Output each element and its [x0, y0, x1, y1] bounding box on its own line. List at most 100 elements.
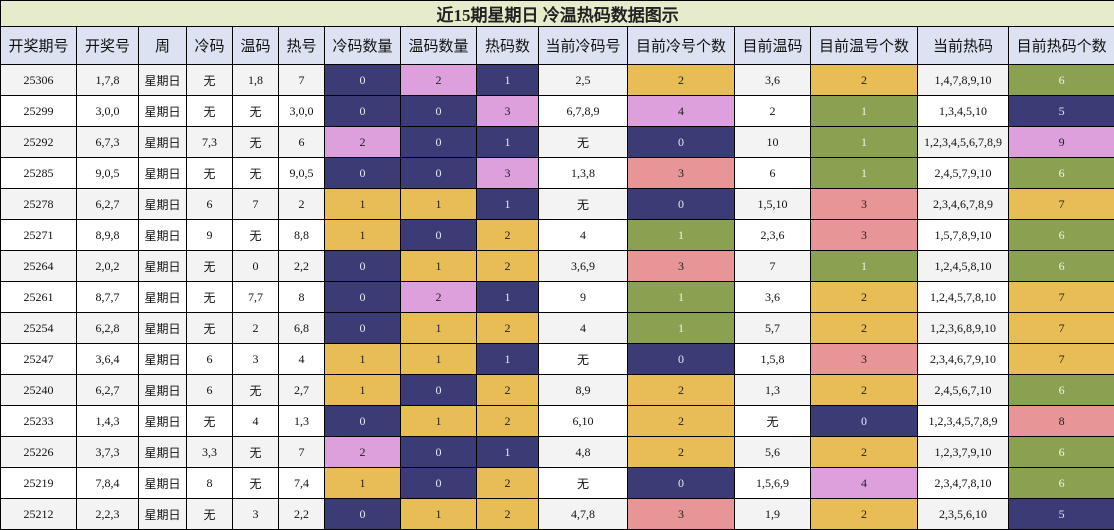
cell-cold-code: 9	[186, 219, 233, 251]
cell-current-warm-count: 1	[810, 95, 918, 127]
cell-current-cold: 无	[538, 188, 628, 220]
cell-current-cold: 无	[538, 126, 628, 158]
cell-weekday: 星期日	[138, 219, 187, 251]
header-current-warm: 目前温码	[734, 26, 811, 65]
cell-cold-count: 0	[324, 498, 401, 530]
cell-hot-code: 6	[278, 126, 325, 158]
cell-warm-count: 0	[400, 467, 477, 499]
cell-warm-count: 2	[400, 64, 477, 96]
cell-current-hot: 1,2,3,7,9,10	[917, 436, 1009, 468]
cell-current-hot: 1,2,3,6,8,9,10	[917, 312, 1009, 344]
cell-hot-code: 7,4	[278, 467, 325, 499]
cell-warm-count: 1	[400, 343, 477, 375]
cell-current-warm: 2,3,6	[734, 219, 811, 251]
cell-cold-count: 1	[324, 467, 401, 499]
cell-current-warm-count: 2	[810, 498, 918, 530]
cell-cold-count: 0	[324, 312, 401, 344]
header-current-cold-count: 目前冷号个数	[627, 26, 735, 65]
cell-current-warm: 1,5,8	[734, 343, 811, 375]
cell-hot-count: 1	[476, 126, 539, 158]
header-draw-number: 开奖号	[76, 26, 139, 65]
cell-current-hot-count: 6	[1007, 374, 1114, 406]
cell-issue: 25233	[0, 405, 77, 437]
cell-warm-code: 无	[232, 95, 279, 127]
cell-hot-count: 3	[476, 95, 539, 127]
cell-current-cold-count: 1	[627, 281, 735, 313]
cell-current-cold: 6,7,8,9	[538, 95, 628, 127]
cell-current-cold: 无	[538, 467, 628, 499]
cell-hot-code: 1,3	[278, 405, 325, 437]
cell-warm-count: 1	[400, 250, 477, 282]
table-row: 25233 1,4,3 星期日无 4 1,3 0 1 2 6,10 2 无 0 1,2,3,4,5,7,…	[0, 405, 1114, 437]
cell-issue: 25264	[0, 250, 77, 282]
cell-current-hot: 1,2,4,5,8,10	[917, 250, 1009, 282]
cell-issue: 25247	[0, 343, 77, 375]
cell-draw-number: 2,0,2	[76, 250, 139, 282]
cell-current-warm: 10	[734, 126, 811, 158]
cell-warm-code: 3	[232, 498, 279, 530]
cell-current-hot: 2,3,5,6,10	[917, 498, 1009, 530]
cell-hot-count: 1	[476, 343, 539, 375]
cell-weekday: 星期日	[138, 188, 187, 220]
cell-weekday: 星期日	[138, 250, 187, 282]
cell-current-warm-count: 1	[810, 250, 918, 282]
cell-hot-count: 2	[476, 312, 539, 344]
cell-warm-code: 0	[232, 250, 279, 282]
cell-current-warm: 1,3	[734, 374, 811, 406]
cell-current-cold-count: 0	[627, 343, 735, 375]
cell-current-hot: 1,2,4,5,7,8,10	[917, 281, 1009, 313]
cell-current-cold-count: 3	[627, 498, 735, 530]
cell-draw-number: 1,4,3	[76, 405, 139, 437]
table-row: 25212 2,2,3 星期日无 3 2,2 0 1 2 4,7,8 3 1,9 2 2,3,5,6,1…	[0, 498, 1114, 530]
cell-current-warm-count: 1	[810, 157, 918, 189]
header-current-warm-count: 目前温号个数	[810, 26, 918, 65]
cell-hot-count: 1	[476, 188, 539, 220]
cell-warm-code: 2	[232, 312, 279, 344]
cell-hot-count: 2	[476, 250, 539, 282]
cell-weekday: 星期日	[138, 281, 187, 313]
cell-weekday: 星期日	[138, 157, 187, 189]
cell-draw-number: 6,7,3	[76, 126, 139, 158]
cell-hot-count: 1	[476, 436, 539, 468]
cell-weekday: 星期日	[138, 312, 187, 344]
cell-current-hot-count: 5	[1007, 498, 1114, 530]
cell-current-warm: 1,5,6,9	[734, 467, 811, 499]
header-row: 开奖期号 开奖号周冷码 温码 热号 冷码数量 温码数量 热码数 当前冷码号 目前冷号个数 目前温码…	[0, 26, 1114, 65]
cell-warm-code: 无	[232, 374, 279, 406]
cell-cold-count: 1	[324, 374, 401, 406]
cell-warm-count: 1	[400, 312, 477, 344]
header-weekday: 周	[138, 26, 187, 65]
cell-current-cold-count: 2	[627, 64, 735, 96]
cell-weekday: 星期日	[138, 95, 187, 127]
cell-current-warm-count: 3	[810, 219, 918, 251]
header-warm-count: 温码数量	[400, 26, 477, 65]
cell-current-hot: 1,2,3,4,5,7,8,9	[917, 405, 1009, 437]
cell-cold-code: 无	[186, 312, 233, 344]
cell-current-warm-count: 4	[810, 467, 918, 499]
table-row: 25278 6,2,7 星期日 6 7 2 1 1 1 无 0 1,5,10 3 2,3,4,6,7,8,…	[0, 188, 1114, 220]
header-hot-count: 热码数	[476, 26, 539, 65]
cell-current-cold-count: 0	[627, 467, 735, 499]
cell-hot-count: 2	[476, 374, 539, 406]
cell-cold-count: 0	[324, 405, 401, 437]
cell-warm-code: 无	[232, 436, 279, 468]
table-row: 25292 6,7,3 星期日 7,3 无 6 2 0 1 无 0 10 1 1,2,3,4,5,6,7,…	[0, 126, 1114, 158]
cell-current-warm: 5,6	[734, 436, 811, 468]
cell-current-cold-count: 2	[627, 374, 735, 406]
header-cold-code: 冷码	[186, 26, 233, 65]
cell-current-cold: 3,6,9	[538, 250, 628, 282]
header-hot-code: 热号	[278, 26, 325, 65]
cell-issue: 25278	[0, 188, 77, 220]
cell-current-cold-count: 0	[627, 188, 735, 220]
table-row: 25264 2,0,2 星期日无 0 2,2 0 1 2 3,6,9 3 7 1 1,2,4,5,8,1…	[0, 250, 1114, 282]
cell-hot-code: 8,8	[278, 219, 325, 251]
cell-current-hot-count: 6	[1007, 250, 1114, 282]
cell-hot-code: 2,2	[278, 250, 325, 282]
cell-current-cold: 4,7,8	[538, 498, 628, 530]
cell-hot-code: 7	[278, 64, 325, 96]
cell-current-hot: 2,3,4,6,7,8,9	[917, 188, 1009, 220]
cell-weekday: 星期日	[138, 126, 187, 158]
cell-current-hot: 2,3,4,6,7,9,10	[917, 343, 1009, 375]
cell-draw-number: 2,2,3	[76, 498, 139, 530]
cell-draw-number: 1,7,8	[76, 64, 139, 96]
